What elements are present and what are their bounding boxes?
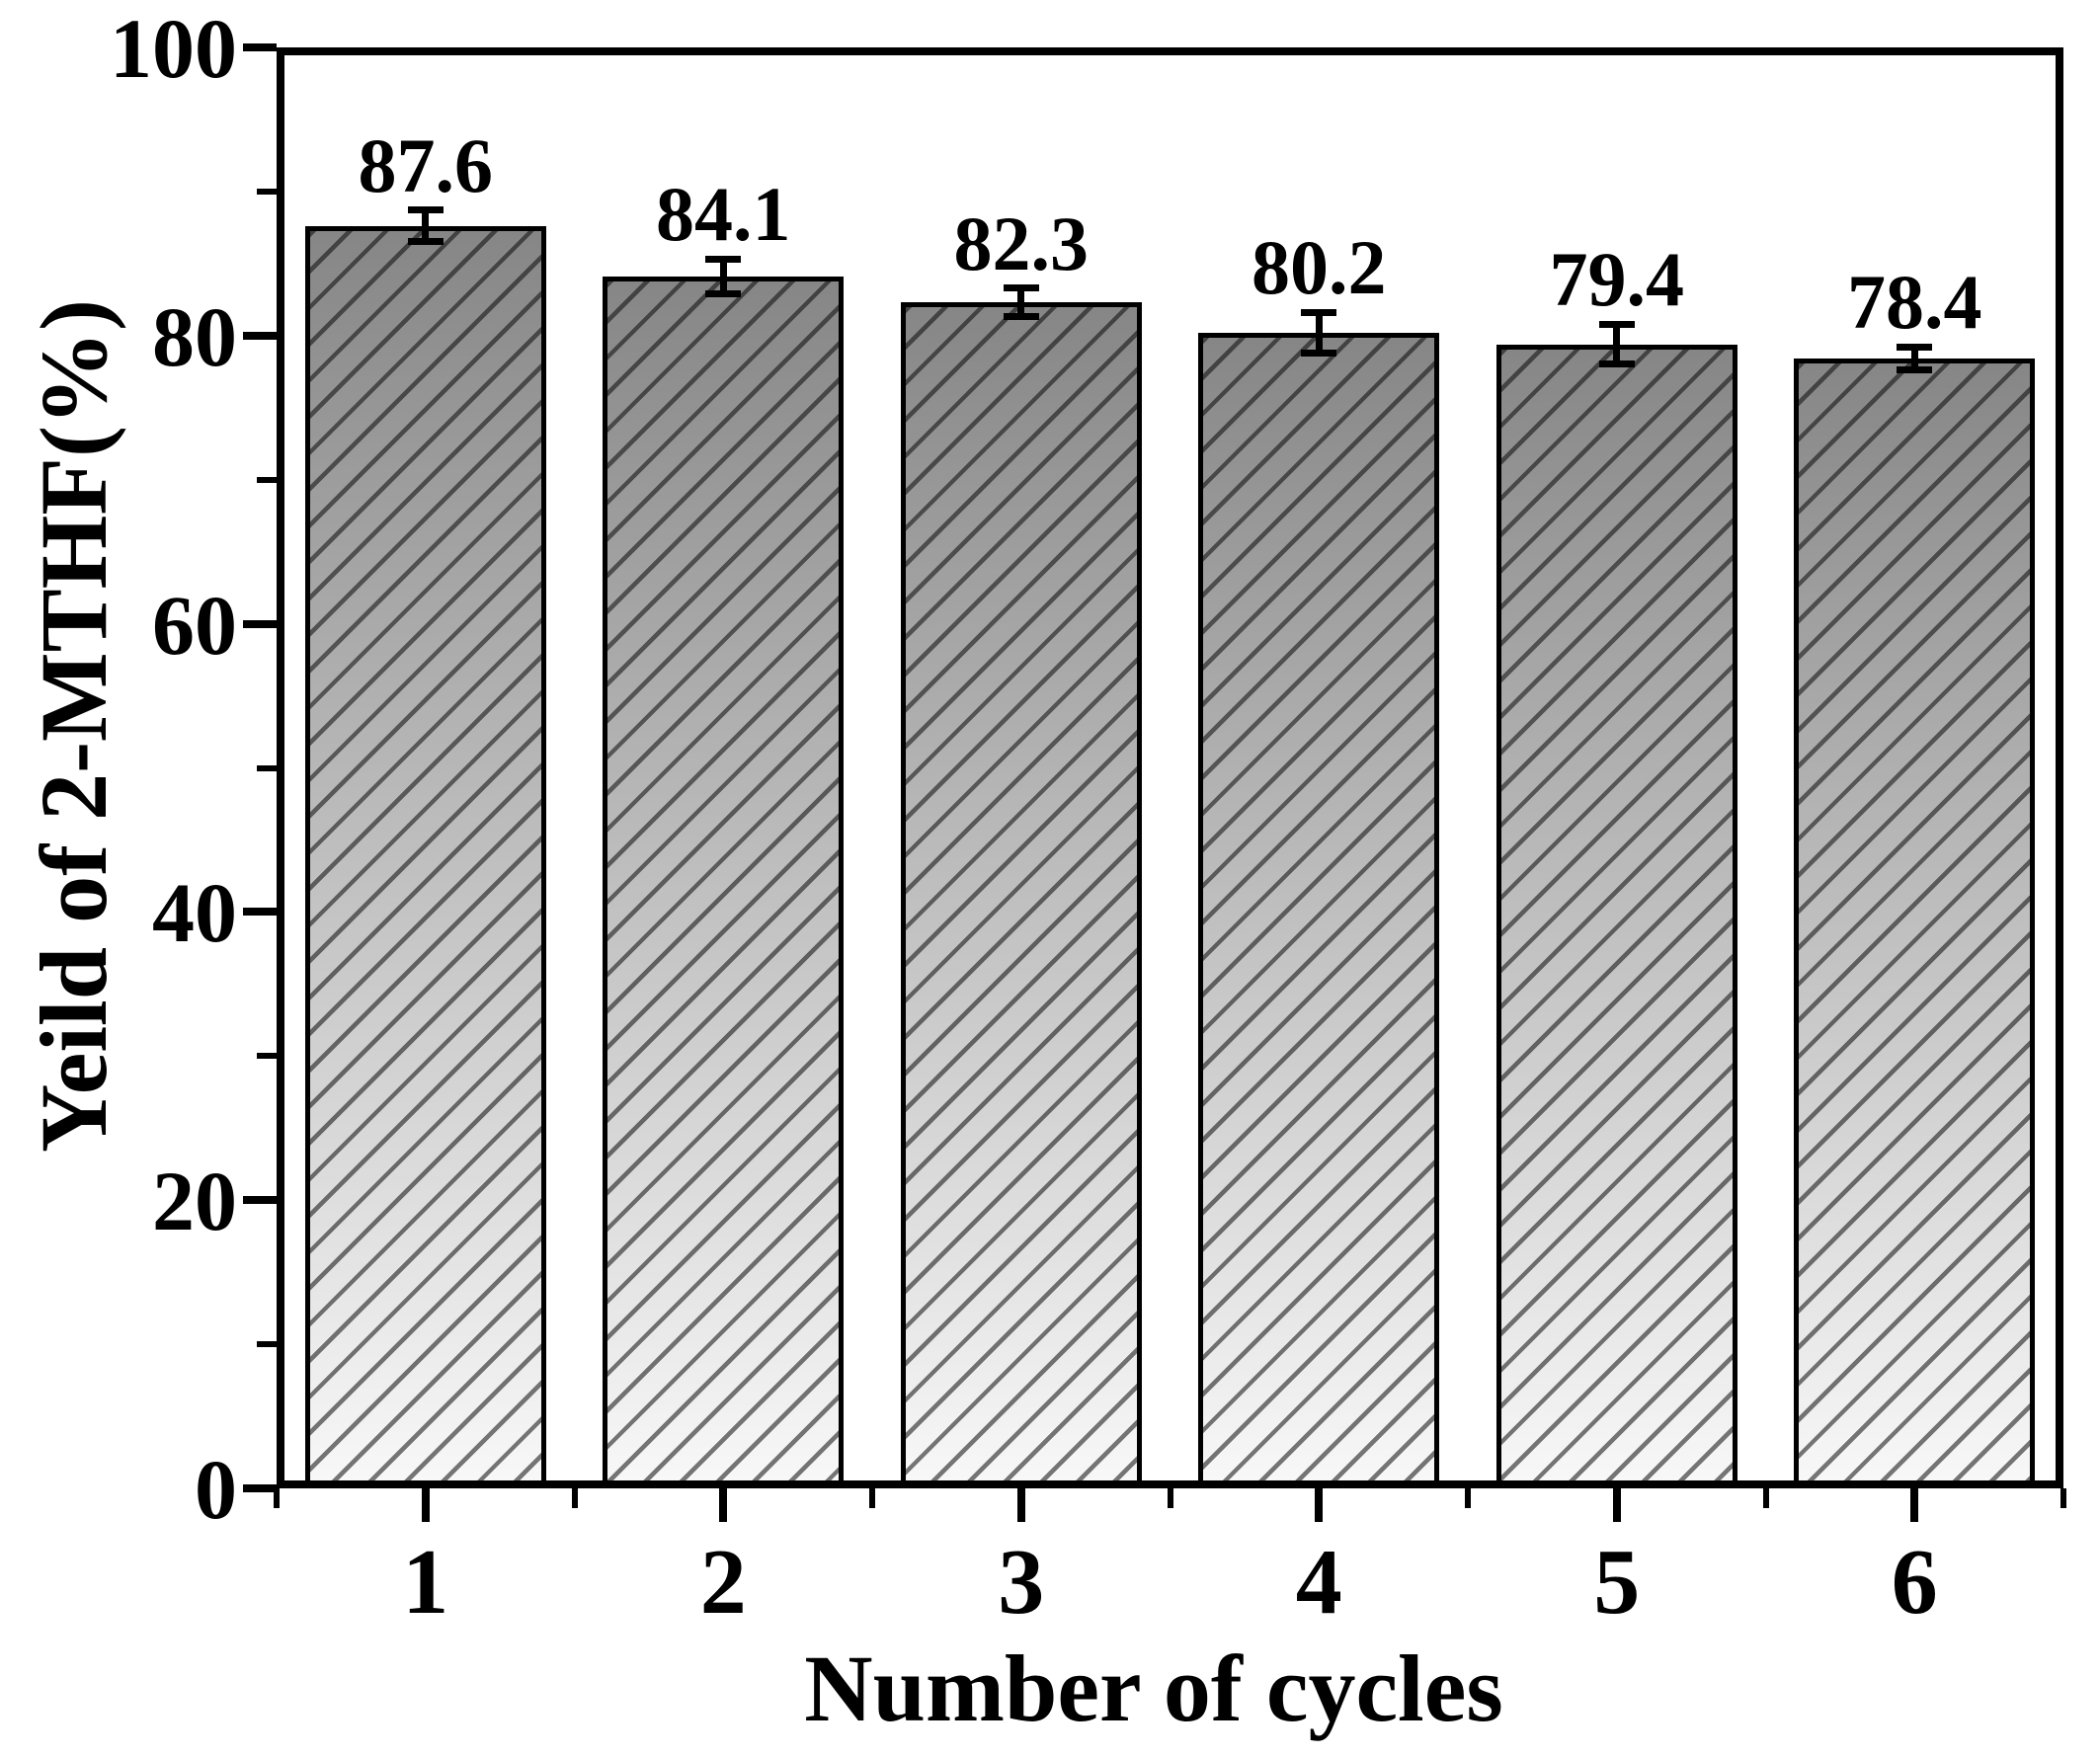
error-bar-cap-bottom — [407, 238, 444, 246]
bar-value-label: 79.4 — [1549, 236, 1685, 323]
y-tick-label: 40 — [152, 865, 237, 961]
x-minor-tick — [2060, 1488, 2066, 1508]
bar-value-label: 82.3 — [953, 200, 1090, 286]
y-tick-label: 80 — [152, 288, 237, 384]
x-tick-label: 6 — [1891, 1531, 1938, 1634]
bar — [1198, 332, 1440, 1488]
error-bar-cap-bottom — [1897, 366, 1933, 374]
error-bar-stem — [422, 209, 430, 242]
error-bar-cap-bottom — [1003, 313, 1039, 321]
y-axis-title: Yeild of 2-MTHF(%) — [21, 299, 126, 1153]
error-bar-cap-top — [1897, 343, 1933, 351]
error-bar-stem — [1910, 347, 1918, 370]
y-tick-label: 100 — [110, 1, 237, 96]
y-major-tick — [243, 908, 277, 917]
bar-value-label: 84.1 — [656, 171, 791, 258]
y-tick-label: 60 — [152, 577, 237, 673]
y-minor-tick — [257, 1053, 277, 1060]
x-minor-tick — [1167, 1488, 1173, 1508]
bar — [1495, 344, 1737, 1488]
error-bar-stem — [1613, 324, 1621, 364]
y-minor-tick — [257, 188, 277, 195]
bar — [304, 225, 546, 1488]
x-major-tick — [1612, 1488, 1621, 1522]
error-bar-cap-top — [1003, 284, 1039, 292]
x-tick-label: 1 — [402, 1531, 449, 1634]
bar — [1794, 359, 2036, 1488]
error-bar-cap-top — [705, 255, 742, 263]
y-major-tick — [243, 1484, 277, 1492]
y-minor-tick — [257, 476, 277, 483]
error-bar-stem — [719, 259, 727, 294]
y-major-tick — [243, 43, 277, 51]
x-tick-label: 5 — [1593, 1531, 1641, 1634]
y-minor-tick — [257, 1341, 277, 1348]
y-major-tick — [243, 619, 277, 628]
bar-value-label: 78.4 — [1847, 259, 1982, 346]
x-minor-tick — [1465, 1488, 1471, 1508]
y-tick-label: 20 — [152, 1154, 237, 1249]
x-minor-tick — [869, 1488, 875, 1508]
error-bar-cap-top — [1301, 308, 1337, 316]
x-major-tick — [1910, 1488, 1919, 1522]
bar-value-label: 87.6 — [358, 121, 494, 208]
x-major-tick — [1016, 1488, 1025, 1522]
x-minor-tick — [1762, 1488, 1769, 1508]
x-axis-title: Number of cycles — [804, 1636, 1503, 1741]
x-minor-tick — [571, 1488, 578, 1508]
error-bar-stem — [1017, 287, 1025, 317]
error-bar-stem — [1315, 312, 1323, 354]
x-tick-label: 2 — [699, 1531, 747, 1634]
x-minor-tick — [274, 1488, 280, 1508]
x-major-tick — [719, 1488, 728, 1522]
bar — [900, 302, 1142, 1488]
y-major-tick — [243, 331, 277, 340]
y-major-tick — [243, 1196, 277, 1205]
y-minor-tick — [257, 764, 277, 771]
error-bar-cap-bottom — [1301, 349, 1337, 357]
error-bar-cap-top — [407, 206, 444, 214]
x-tick-label: 3 — [998, 1531, 1045, 1634]
x-major-tick — [421, 1488, 430, 1522]
error-bar-cap-bottom — [705, 289, 742, 297]
error-bar-cap-bottom — [1598, 360, 1635, 368]
x-major-tick — [1315, 1488, 1324, 1522]
x-tick-label: 4 — [1295, 1531, 1342, 1634]
bar-value-label: 80.2 — [1252, 224, 1387, 311]
y-tick-label: 0 — [195, 1442, 237, 1537]
bar — [603, 276, 845, 1488]
error-bar-cap-top — [1598, 320, 1635, 328]
